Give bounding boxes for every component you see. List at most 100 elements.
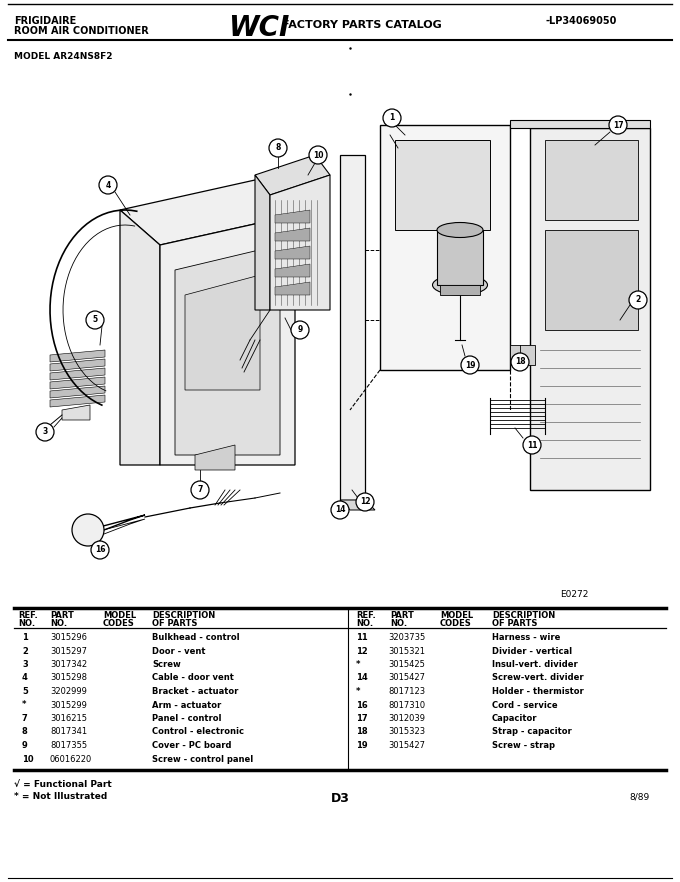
Text: CODES: CODES bbox=[440, 619, 472, 628]
Text: 4: 4 bbox=[105, 181, 111, 190]
Text: Cover - PC board: Cover - PC board bbox=[152, 741, 231, 750]
Polygon shape bbox=[380, 125, 510, 370]
Polygon shape bbox=[440, 285, 480, 295]
Text: *: * bbox=[22, 700, 27, 709]
Circle shape bbox=[461, 356, 479, 374]
Text: FACTORY PARTS CATALOG: FACTORY PARTS CATALOG bbox=[282, 20, 442, 30]
Text: MODEL AR24NS8F2: MODEL AR24NS8F2 bbox=[14, 52, 112, 61]
Text: REF.: REF. bbox=[356, 611, 376, 620]
Text: 3017342: 3017342 bbox=[50, 660, 87, 669]
Text: Control - electronic: Control - electronic bbox=[152, 728, 244, 736]
Text: NO.: NO. bbox=[356, 619, 373, 628]
Text: DESCRIPTION: DESCRIPTION bbox=[152, 611, 216, 620]
Text: 11: 11 bbox=[356, 633, 368, 642]
Circle shape bbox=[511, 353, 529, 371]
Polygon shape bbox=[175, 245, 280, 455]
Text: 10: 10 bbox=[313, 151, 323, 160]
Polygon shape bbox=[275, 264, 310, 277]
Text: 3015298: 3015298 bbox=[50, 674, 87, 683]
Text: 9: 9 bbox=[297, 325, 303, 334]
Text: 1: 1 bbox=[22, 633, 28, 642]
Text: WCI: WCI bbox=[228, 14, 290, 42]
Text: FRIGIDAIRE: FRIGIDAIRE bbox=[14, 16, 76, 26]
Text: 16: 16 bbox=[95, 545, 105, 555]
Polygon shape bbox=[270, 175, 330, 310]
Text: ROOM AIR CONDITIONER: ROOM AIR CONDITIONER bbox=[14, 26, 149, 36]
Text: 3015297: 3015297 bbox=[50, 647, 87, 655]
Text: DESCRIPTION: DESCRIPTION bbox=[492, 611, 556, 620]
Text: 2: 2 bbox=[635, 295, 641, 304]
Polygon shape bbox=[185, 275, 260, 390]
Text: 3015427: 3015427 bbox=[388, 674, 425, 683]
Text: 3015323: 3015323 bbox=[388, 728, 425, 736]
Text: *: * bbox=[356, 687, 360, 696]
Text: Harness - wire: Harness - wire bbox=[492, 633, 560, 642]
Text: 8: 8 bbox=[275, 144, 281, 153]
Circle shape bbox=[91, 541, 109, 559]
Text: Capacitor: Capacitor bbox=[492, 714, 537, 723]
Text: OF PARTS: OF PARTS bbox=[492, 619, 537, 628]
Polygon shape bbox=[545, 230, 638, 330]
Polygon shape bbox=[437, 230, 483, 285]
Text: -LP34069050: -LP34069050 bbox=[545, 16, 616, 26]
Ellipse shape bbox=[437, 222, 483, 237]
Polygon shape bbox=[340, 500, 375, 510]
Text: Bracket - actuator: Bracket - actuator bbox=[152, 687, 239, 696]
Text: NO.: NO. bbox=[18, 619, 35, 628]
Polygon shape bbox=[395, 140, 490, 230]
Polygon shape bbox=[275, 210, 310, 223]
Text: 10: 10 bbox=[22, 754, 33, 764]
Polygon shape bbox=[50, 386, 105, 398]
Text: MODEL: MODEL bbox=[103, 611, 136, 620]
Text: 7: 7 bbox=[22, 714, 28, 723]
Text: 3012039: 3012039 bbox=[388, 714, 425, 723]
Circle shape bbox=[383, 109, 401, 127]
Polygon shape bbox=[50, 368, 105, 380]
Text: 8/89: 8/89 bbox=[630, 792, 650, 801]
Text: 7: 7 bbox=[197, 485, 203, 495]
Text: * = Not Illustrated: * = Not Illustrated bbox=[14, 792, 107, 801]
Text: 12: 12 bbox=[360, 497, 370, 506]
Text: E0272: E0272 bbox=[560, 590, 588, 599]
Text: 8: 8 bbox=[22, 728, 28, 736]
Text: 14: 14 bbox=[335, 505, 345, 514]
Text: Cable - door vent: Cable - door vent bbox=[152, 674, 234, 683]
Text: Bulkhead - control: Bulkhead - control bbox=[152, 633, 239, 642]
Text: Screw: Screw bbox=[152, 660, 181, 669]
Text: 8017355: 8017355 bbox=[50, 741, 87, 750]
Text: *: * bbox=[356, 660, 360, 669]
Circle shape bbox=[331, 501, 349, 519]
Polygon shape bbox=[340, 155, 365, 500]
Circle shape bbox=[609, 116, 627, 134]
Polygon shape bbox=[195, 445, 235, 470]
Text: 19: 19 bbox=[356, 741, 368, 750]
Text: Arm - actuator: Arm - actuator bbox=[152, 700, 221, 709]
Circle shape bbox=[72, 514, 104, 546]
Text: 8017310: 8017310 bbox=[388, 700, 425, 709]
Circle shape bbox=[291, 321, 309, 339]
Text: D3: D3 bbox=[330, 792, 350, 805]
Text: 3: 3 bbox=[42, 428, 48, 437]
Text: Screw - control panel: Screw - control panel bbox=[152, 754, 253, 764]
Circle shape bbox=[309, 146, 327, 164]
Text: Screw - strap: Screw - strap bbox=[492, 741, 555, 750]
Text: Strap - capacitor: Strap - capacitor bbox=[492, 728, 572, 736]
Text: 06016220: 06016220 bbox=[50, 754, 92, 764]
Ellipse shape bbox=[432, 275, 488, 295]
Polygon shape bbox=[255, 155, 330, 195]
Circle shape bbox=[356, 493, 374, 511]
Circle shape bbox=[191, 481, 209, 499]
Text: 3015299: 3015299 bbox=[50, 700, 87, 709]
Text: 16: 16 bbox=[356, 700, 368, 709]
Text: 2: 2 bbox=[22, 647, 28, 655]
Polygon shape bbox=[50, 359, 105, 371]
Text: 1: 1 bbox=[390, 114, 394, 123]
Polygon shape bbox=[160, 215, 295, 465]
Text: Screw-vert. divider: Screw-vert. divider bbox=[492, 674, 583, 683]
Text: 3203735: 3203735 bbox=[388, 633, 425, 642]
Text: NO.: NO. bbox=[390, 619, 407, 628]
Text: √ = Functional Part: √ = Functional Part bbox=[14, 780, 112, 789]
Polygon shape bbox=[545, 140, 638, 220]
Text: 17: 17 bbox=[356, 714, 368, 723]
Text: 3202999: 3202999 bbox=[50, 687, 87, 696]
